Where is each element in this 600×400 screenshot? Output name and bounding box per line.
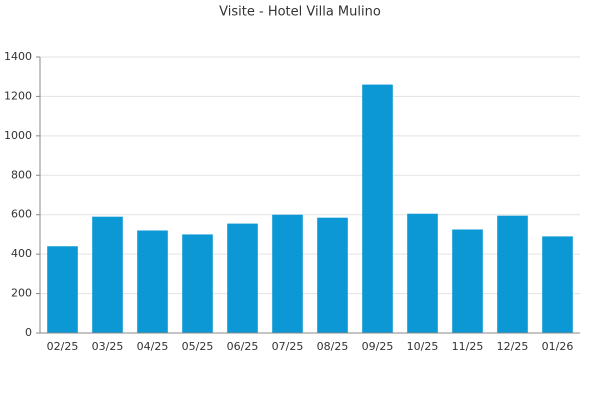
x-tick-label: 10/25 [407, 340, 439, 353]
x-tick-label: 02/25 [47, 340, 79, 353]
y-tick-label: 1200 [4, 89, 32, 102]
y-tick-label: 200 [11, 287, 32, 300]
x-tick-label: 07/25 [272, 340, 304, 353]
x-tick-label: 06/25 [227, 340, 259, 353]
chart-title: Visite - Hotel Villa Mulino [219, 5, 381, 20]
y-tick-label: 1400 [4, 50, 32, 63]
y-tick-label: 600 [11, 208, 32, 221]
x-tick-label: 11/25 [452, 340, 484, 353]
y-tick-label: 800 [11, 168, 32, 181]
bar [317, 217, 348, 333]
y-tick-label: 400 [11, 247, 32, 260]
bar [407, 213, 438, 333]
bar [542, 236, 573, 333]
y-tick-label: 0 [25, 326, 32, 339]
x-tick-label: 05/25 [182, 340, 214, 353]
bar [362, 84, 393, 333]
y-tick-label: 1000 [4, 129, 32, 142]
x-tick-label: 12/25 [497, 340, 529, 353]
bar [272, 214, 303, 333]
x-tick-label: 04/25 [137, 340, 169, 353]
x-tick-label: 03/25 [92, 340, 124, 353]
bar [47, 246, 78, 333]
bar [137, 230, 168, 333]
x-tick-label: 01/26 [542, 340, 574, 353]
x-tick-label: 08/25 [317, 340, 349, 353]
bar [182, 234, 213, 333]
bar [92, 216, 123, 333]
bar [452, 229, 483, 333]
bar [227, 223, 258, 333]
bar [497, 215, 528, 333]
x-tick-label: 09/25 [362, 340, 394, 353]
